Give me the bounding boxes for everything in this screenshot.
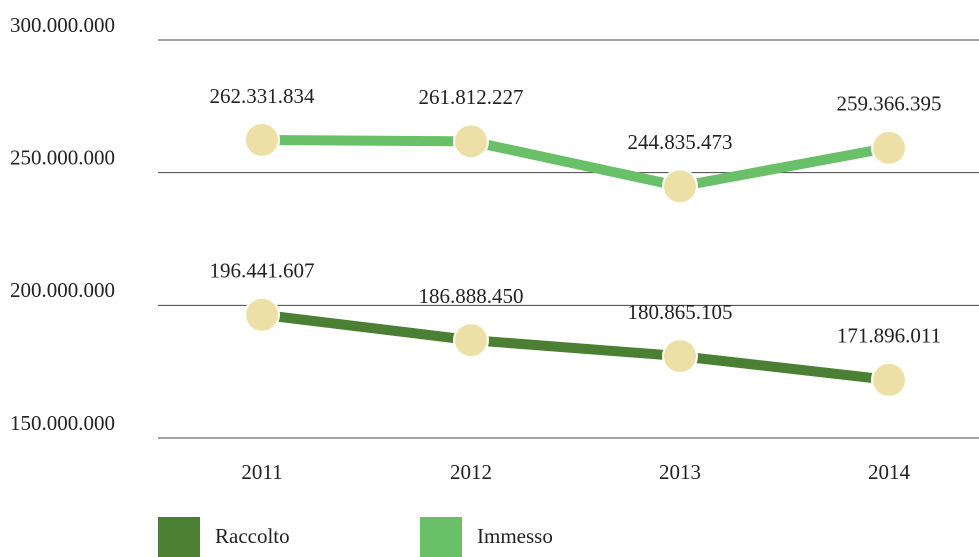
data-point [871, 129, 907, 166]
x-tick-label: 2012 [450, 460, 492, 484]
data-label: 186.888.450 [419, 284, 524, 308]
y-tick-label: 250.000.000 [10, 145, 115, 169]
y-tick-label: 150.000.000 [10, 411, 115, 435]
x-tick-label: 2014 [868, 460, 911, 484]
data-label: 196.441.607 [210, 259, 315, 283]
data-label: 180.865.105 [628, 300, 733, 324]
data-point [453, 322, 489, 359]
data-label: 244.835.473 [628, 130, 733, 154]
y-tick-label: 300.000.000 [10, 13, 115, 37]
data-label: 262.331.834 [210, 84, 316, 108]
data-point [871, 361, 907, 398]
data-label: 171.896.011 [837, 324, 941, 348]
data-point [662, 338, 698, 375]
data-label: 259.366.395 [837, 92, 942, 116]
legend-swatch [420, 517, 462, 557]
x-tick-label: 2013 [659, 460, 701, 484]
data-point [453, 123, 489, 160]
series-line [261, 134, 890, 192]
series-line [261, 309, 890, 385]
legend-label: Immesso [477, 524, 553, 548]
legend-swatch [158, 517, 200, 557]
data-point [244, 296, 280, 333]
data-point [244, 121, 280, 158]
data-point [662, 168, 698, 205]
x-tick-label: 2011 [241, 460, 282, 484]
y-tick-label: 200.000.000 [10, 278, 115, 302]
legend-label: Raccolto [215, 524, 290, 548]
data-label: 261.812.227 [419, 85, 524, 109]
